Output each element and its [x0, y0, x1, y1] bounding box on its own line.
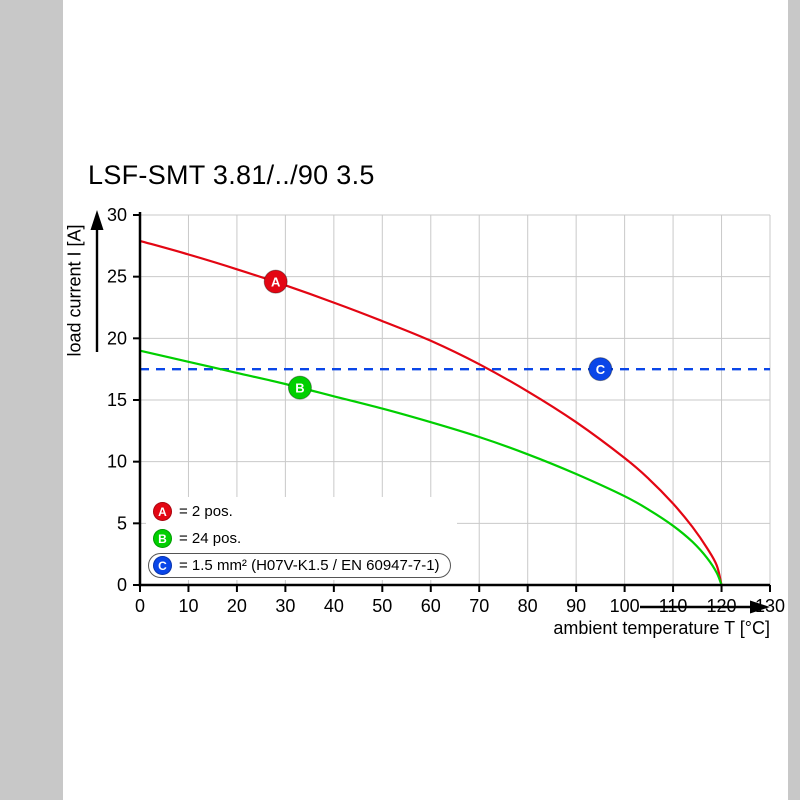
x-tick-label: 130: [755, 596, 785, 616]
page-margin-right: [788, 0, 800, 800]
x-tick-label: 40: [324, 596, 344, 616]
legend-label-C: = 1.5 mm² (H07V-K1.5 / EN 60947-7-1): [179, 557, 440, 574]
y-tick-label: 20: [107, 328, 127, 348]
y-tick-label: 25: [107, 267, 127, 287]
legend-label-B: = 24 pos.: [179, 530, 242, 547]
x-tick-label: 0: [135, 596, 145, 616]
x-tick-label: 90: [566, 596, 586, 616]
axes: [133, 212, 771, 592]
y-tick-label: 10: [107, 452, 127, 472]
marker-letter-B: B: [295, 380, 304, 395]
x-tick-label: 70: [469, 596, 489, 616]
legend-marker-A: A: [153, 502, 172, 521]
axis-arrows: [90, 210, 770, 614]
x-tick-label: 60: [421, 596, 441, 616]
marker-B: [287, 375, 312, 400]
series-B: [139, 349, 723, 586]
x-tick-label: 30: [275, 596, 295, 616]
legend-label-A: = 2 pos.: [179, 503, 233, 520]
x-tick-label: 100: [610, 596, 640, 616]
legend: A = 2 pos. B = 24 pos. C = 1.5 mm² (H07V-K1.5…: [146, 497, 457, 580]
y-tick-label: 30: [107, 205, 127, 225]
legend-item-B: B = 24 pos.: [148, 526, 451, 551]
marker-C: [588, 357, 613, 382]
y-tick-label: 0: [117, 575, 127, 595]
x-tick-label: 10: [178, 596, 198, 616]
legend-marker-C: C: [153, 556, 172, 575]
x-tick-label: 50: [372, 596, 392, 616]
y-tick-label: 5: [117, 513, 127, 533]
x-tick-label: 80: [518, 596, 538, 616]
marker-letter-A: A: [271, 274, 281, 289]
marker-letter-C: C: [596, 362, 606, 377]
legend-item-C: C = 1.5 mm² (H07V-K1.5 / EN 60947-7-1): [148, 553, 451, 578]
x-axis-arrow: [750, 600, 770, 614]
x-axis-label: ambient temperature T [°C]: [553, 618, 770, 638]
legend-item-A: A = 2 pos.: [148, 499, 451, 524]
y-axis-arrow: [90, 210, 104, 230]
legend-marker-B: B: [153, 529, 172, 548]
y-tick-label: 15: [107, 390, 127, 410]
page-margin-left: [0, 0, 63, 800]
marker-A: [263, 269, 288, 294]
x-tick-label: 20: [227, 596, 247, 616]
curve-markers: A B C: [263, 269, 613, 400]
chart-title: LSF-SMT 3.81/../90 3.5: [88, 160, 375, 190]
